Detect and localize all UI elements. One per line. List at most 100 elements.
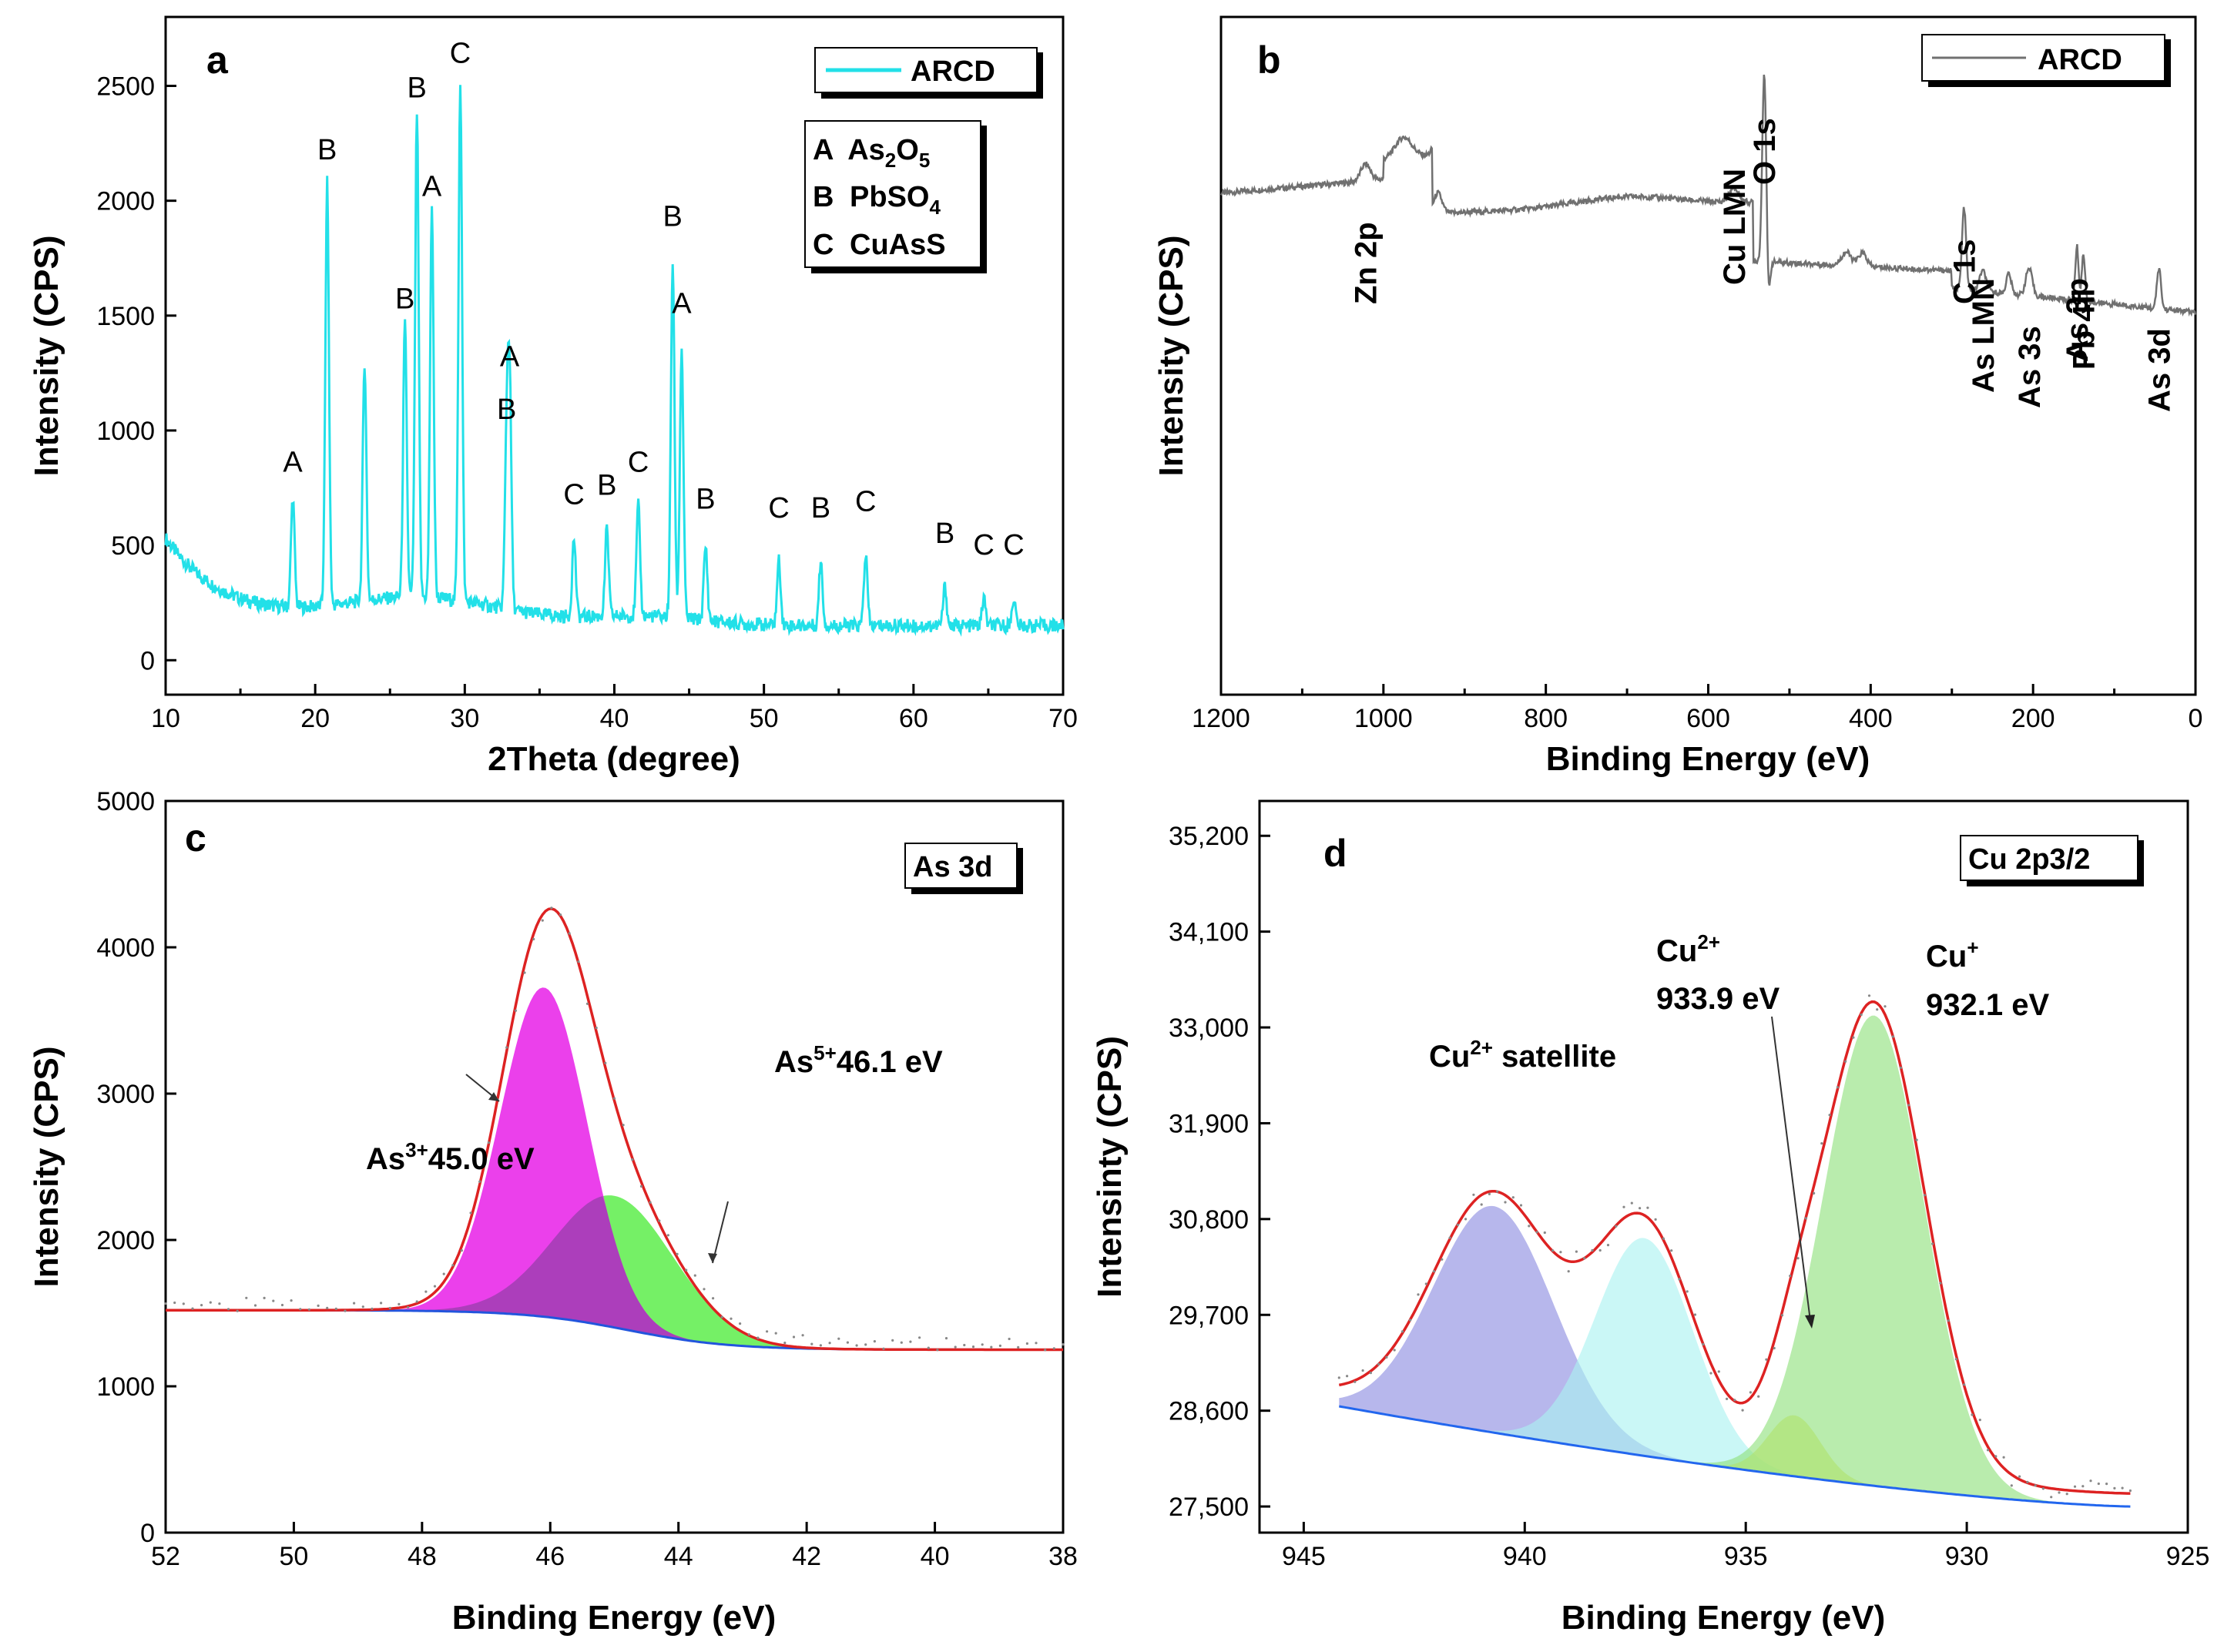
a-peak-label-1: B <box>317 134 337 166</box>
a-ytick-label-4: 2000 <box>96 187 155 216</box>
a-peak-label-7: A <box>500 340 520 373</box>
d-data-point-291 <box>2105 1483 2108 1486</box>
a-peak-label-3: B <box>395 283 414 316</box>
b-annotation-4: As LMN <box>1967 278 2001 393</box>
d-data-point-216 <box>1907 1104 1910 1107</box>
d-data-point-3 <box>1346 1375 1349 1378</box>
c-data-point-63 <box>353 1302 356 1305</box>
b-annotation-2: O 1s <box>1748 118 1782 185</box>
c-data-point-39 <box>280 1303 284 1307</box>
c-data-point-36 <box>272 1299 275 1302</box>
c-xtick-label-6: 40 <box>921 1542 950 1571</box>
d-data-point-126 <box>1670 1249 1673 1252</box>
d-data-point-258 <box>2018 1475 2021 1478</box>
c-data-point-45 <box>299 1308 302 1311</box>
panel-a-xlabel: 2Theta (degree) <box>488 740 740 778</box>
c-data-point-207 <box>783 1342 787 1345</box>
c-xtick-label-4: 44 <box>664 1542 693 1571</box>
a-peak-label-15: C <box>768 492 789 524</box>
a-peak-label-19: C <box>973 529 994 561</box>
d-xtick-label-2: 935 <box>1724 1542 1768 1571</box>
d-peak-3 <box>1339 1015 2131 1507</box>
d-data-point-219 <box>1915 1138 1918 1141</box>
d-data-point-297 <box>2121 1486 2124 1489</box>
d-data-point-267 <box>2041 1487 2045 1490</box>
panel-c-legend: As 3d <box>904 843 1023 894</box>
d-data-point-108 <box>1622 1205 1625 1208</box>
d-data-point-192 <box>1844 1060 1847 1063</box>
d-data-point-231 <box>1947 1319 1950 1322</box>
d-arrow-cu2 <box>1771 1016 1811 1322</box>
d-data-point-243 <box>1978 1419 1981 1422</box>
d-data-point-30 <box>1417 1293 1420 1296</box>
c-data-point-147 <box>604 1061 607 1064</box>
d-data-point-162 <box>1765 1358 1768 1361</box>
a-xtick-label-0: 10 <box>151 704 180 733</box>
a-peak-label-13: A <box>672 288 692 320</box>
a-peak-label-18: B <box>935 518 954 550</box>
d-data-point-174 <box>1796 1257 1800 1260</box>
c-data-point-264 <box>954 1345 957 1349</box>
c-data-point-132 <box>559 913 562 916</box>
d-arrow-cu2-head <box>1805 1315 1815 1329</box>
c-data-point-189 <box>730 1317 733 1320</box>
c-data-point-240 <box>882 1347 885 1350</box>
d-data-point-201 <box>1867 994 1871 997</box>
d-data-point-156 <box>1749 1391 1752 1394</box>
panel-d-xlabel: Binding Energy (eV) <box>1561 1599 1885 1637</box>
d-data-point-69 <box>1519 1204 1523 1207</box>
c-data-point-144 <box>595 1027 598 1030</box>
d-data-point-72 <box>1528 1225 1531 1228</box>
d-data-point-213 <box>1899 1066 1903 1069</box>
panel-b-legend: ARCD <box>1921 34 2171 87</box>
c-data-point-60 <box>344 1309 347 1312</box>
panel-b-ticks: 1200 1000 800 600 400 200 0 <box>1192 684 2202 733</box>
c-data-point-12 <box>200 1304 203 1307</box>
c-xtick-label-3: 46 <box>535 1542 565 1571</box>
d-data-point-15 <box>1377 1362 1380 1365</box>
c-data-point-114 <box>505 1046 508 1049</box>
d-xtick-label-4: 925 <box>2166 1542 2210 1571</box>
b-annotation-0: Zn 2p <box>1350 222 1384 304</box>
a-ytick-label-2: 1000 <box>96 417 155 446</box>
d-data-point-75 <box>1535 1231 1538 1234</box>
d-data-point-51 <box>1472 1193 1475 1196</box>
d-xtick-label-1: 940 <box>1503 1542 1547 1571</box>
panel-b-legend-label: ARCD <box>2038 44 2122 76</box>
b-annotation-1: Cu LMN <box>1718 169 1752 285</box>
panel-d-letter: d <box>1323 832 1347 875</box>
c-data-point-126 <box>541 919 544 922</box>
c-ytick-label-5: 5000 <box>96 787 155 816</box>
c-data-point-204 <box>774 1332 777 1335</box>
c-data-point-48 <box>307 1308 310 1311</box>
panel-b-letter: b <box>1257 39 1281 82</box>
d-data-point-78 <box>1543 1231 1546 1235</box>
c-xtick-label-7: 38 <box>1048 1542 1078 1571</box>
c-data-point-99 <box>460 1249 464 1252</box>
d-data-point-237 <box>1963 1383 1966 1386</box>
cu1-value-label: 932.1 eV <box>1926 988 2049 1022</box>
d-data-point-129 <box>1678 1278 1681 1281</box>
d-data-point-168 <box>1780 1314 1784 1317</box>
c-data-point-75 <box>388 1306 391 1310</box>
a-peak-label-0: A <box>283 447 303 479</box>
c-data-point-279 <box>998 1344 1001 1347</box>
c-data-point-72 <box>380 1302 383 1305</box>
b-annotation-3: C 1s <box>1948 240 1982 305</box>
c-data-point-105 <box>478 1180 481 1183</box>
a-peak-label-11: C <box>628 447 649 479</box>
c-data-point-117 <box>514 1009 518 1012</box>
c-ytick-label-3: 3000 <box>96 1080 155 1109</box>
d-ytick-label-1: 28,600 <box>1169 1397 1249 1426</box>
as3-label: As3+45.0 eV <box>366 1138 535 1176</box>
d-data-point-165 <box>1773 1346 1776 1350</box>
d-data-point-6 <box>1354 1380 1357 1383</box>
b-xtick-label-4: 400 <box>1849 704 1893 733</box>
d-data-point-261 <box>2026 1480 2029 1483</box>
d-ytick-label-3: 30,800 <box>1169 1205 1249 1235</box>
a-xtick-label-4: 50 <box>750 704 779 733</box>
c-data-point-51 <box>317 1304 320 1307</box>
a-peak-label-20: C <box>1003 529 1024 561</box>
c-data-point-138 <box>577 960 580 963</box>
